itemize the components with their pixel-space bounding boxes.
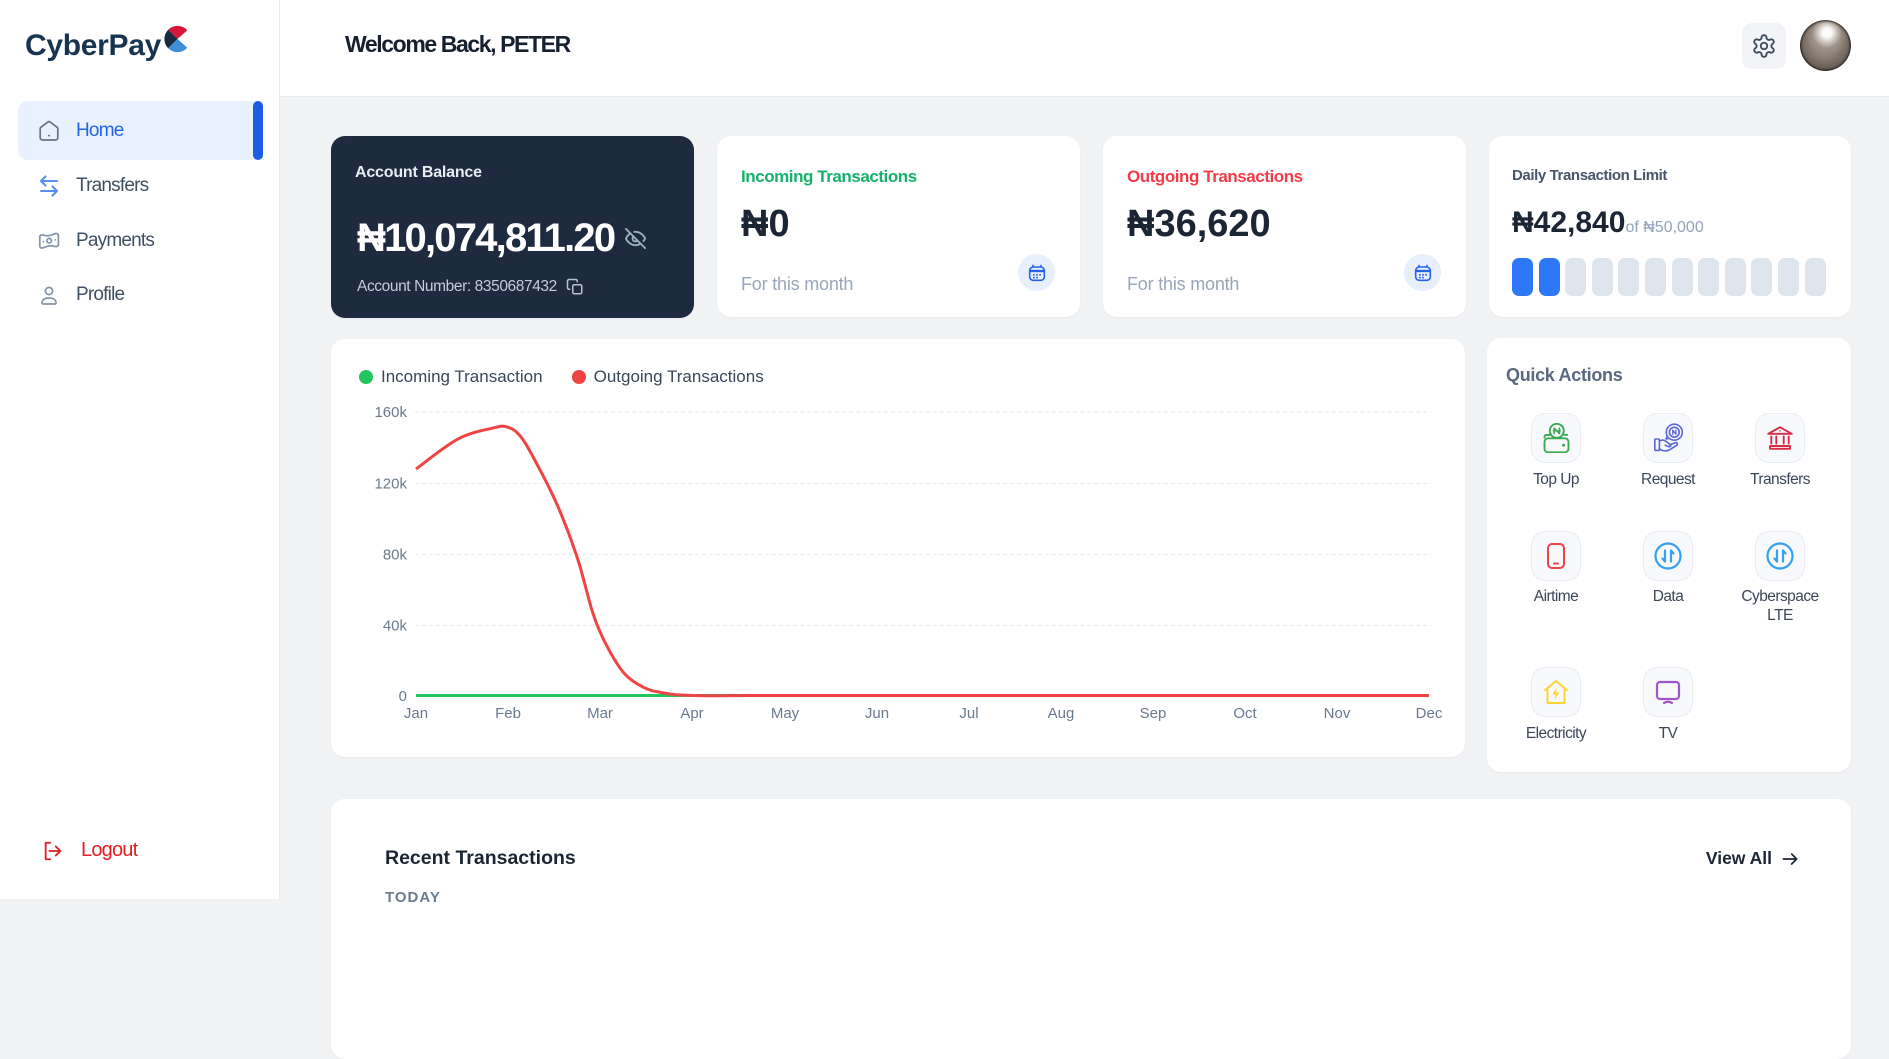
svg-text:Jan: Jan bbox=[404, 705, 428, 722]
svg-text:120k: 120k bbox=[374, 476, 407, 493]
svg-text:May: May bbox=[771, 705, 800, 722]
svg-text:Apr: Apr bbox=[680, 705, 703, 722]
svg-text:Mar: Mar bbox=[587, 705, 613, 722]
svg-text:Nov: Nov bbox=[1324, 705, 1351, 722]
svg-text:80k: 80k bbox=[383, 547, 408, 564]
svg-text:Jun: Jun bbox=[865, 705, 889, 722]
svg-text:Aug: Aug bbox=[1048, 705, 1075, 722]
svg-text:160k: 160k bbox=[374, 404, 407, 421]
svg-text:40k: 40k bbox=[383, 618, 408, 635]
svg-text:Feb: Feb bbox=[495, 705, 521, 722]
svg-text:Dec: Dec bbox=[1416, 705, 1443, 722]
svg-text:Jul: Jul bbox=[959, 705, 978, 722]
svg-text:Oct: Oct bbox=[1233, 705, 1257, 722]
svg-text:0: 0 bbox=[399, 688, 407, 705]
svg-text:Sep: Sep bbox=[1140, 705, 1167, 722]
